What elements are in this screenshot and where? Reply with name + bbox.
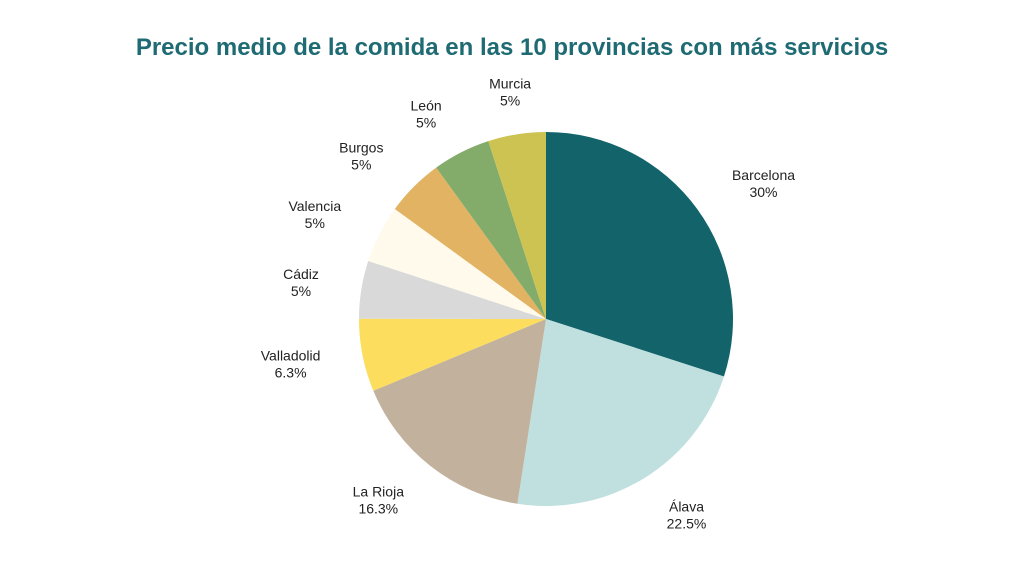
slice-label-cadiz: Cádiz 5%	[283, 266, 319, 299]
pie-slice-alava	[517, 319, 724, 506]
slice-value-valladolid: 6.3%	[275, 364, 307, 380]
slice-value-barcelona: 30%	[749, 184, 777, 200]
pie-labels: Barcelona 30% Álava 22.5% La Rioja 16.3% Valla…	[261, 75, 795, 531]
slice-value-murcia: 5%	[500, 92, 520, 108]
slice-value-alava: 22.5%	[667, 515, 707, 531]
slice-label-alava: Álava 22.5%	[667, 498, 707, 531]
slice-label-leon: León 5%	[411, 98, 442, 131]
slice-name-cadiz: Cádiz	[283, 266, 319, 282]
pie-slice-murcia	[488, 132, 546, 319]
slice-value-cadiz: 5%	[291, 283, 311, 299]
slice-label-barcelona: Barcelona 30%	[732, 167, 795, 200]
pie-slice-valladolid	[358, 318, 546, 391]
slice-label-valladolid: Valladolid 6.3%	[261, 347, 321, 380]
pie-slice-burgos	[394, 167, 546, 319]
pie-slice-leon	[436, 141, 546, 319]
pie-slices	[358, 132, 734, 506]
slice-name-burgos: Burgos	[339, 140, 383, 156]
slice-name-leon: León	[411, 98, 442, 114]
slice-value-valencia: 5%	[305, 215, 325, 231]
pie-slice-barcelona	[546, 132, 734, 377]
slice-value-la-rioja: 16.3%	[358, 500, 398, 516]
chart-title: Precio medio de la comida en las 10 prov…	[135, 34, 889, 61]
slice-label-la-rioja: La Rioja 16.3%	[353, 483, 405, 516]
slice-name-valencia: Valencia	[288, 198, 341, 214]
slice-name-alava: Álava	[669, 498, 704, 514]
pie-slice-la-rioja	[373, 319, 546, 504]
slice-label-burgos: Burgos 5%	[339, 140, 383, 173]
slice-name-barcelona: Barcelona	[732, 167, 795, 183]
slice-label-valencia: Valencia 5%	[288, 198, 341, 231]
slice-name-murcia: Murcia	[489, 75, 531, 91]
slice-name-la-rioja: La Rioja	[353, 483, 405, 499]
slice-label-murcia: Murcia 5%	[489, 75, 531, 108]
slice-value-burgos: 5%	[351, 157, 371, 173]
pie-slice-valencia	[368, 208, 546, 319]
pie-slice-cadiz	[359, 260, 546, 319]
slice-value-leon: 5%	[416, 115, 436, 131]
slice-name-valladolid: Valladolid	[261, 347, 321, 363]
